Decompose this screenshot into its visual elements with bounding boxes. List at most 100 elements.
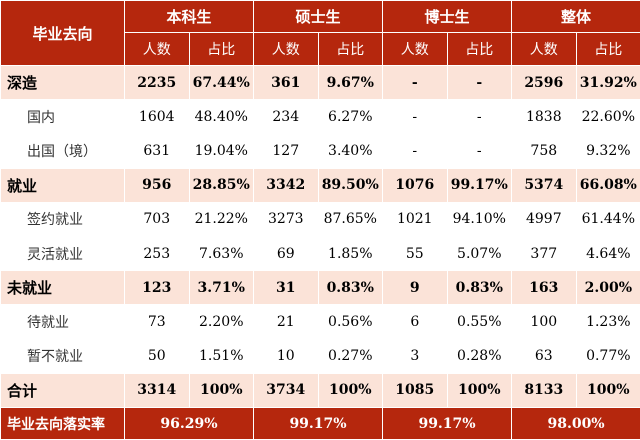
- cell-master-share: 0.27%: [317, 338, 384, 374]
- cell-undergraduate-count: 2235: [124, 64, 190, 101]
- cell-undergraduate-count: 703: [124, 201, 190, 237]
- cell-overall-share: 4.64%: [575, 235, 640, 272]
- placement-rate-label: 毕业去向落实率: [0, 407, 125, 440]
- cell-overall-count: 1838: [511, 99, 577, 135]
- cell-doctoral-count: 55: [382, 235, 448, 272]
- cell-master-count: 69: [253, 235, 319, 272]
- row-label: 暂不就业: [0, 338, 125, 374]
- cell-master-share: 1.85%: [317, 235, 384, 272]
- cell-doctoral-share: 0.55%: [446, 304, 513, 340]
- cell-doctoral-share: 5.07%: [446, 235, 513, 272]
- cell-master-share: 100%: [317, 372, 384, 409]
- cell-doctoral-share: 99.17%: [446, 167, 513, 203]
- cell-undergraduate-share: 67.44%: [188, 64, 255, 101]
- cell-master-share: 0.56%: [317, 304, 384, 340]
- cell-master-count: 3273: [253, 201, 319, 237]
- cell-undergraduate-count: 1604: [124, 99, 190, 135]
- group-header-undergraduate: 本科生: [123, 0, 255, 33]
- cell-overall-share: 0.77%: [575, 338, 640, 374]
- placement-rate-undergraduate: 96.29%: [123, 407, 255, 440]
- table-total-row: 合计 3314 100% 3734 100% 1085 100% 8133 100%: [0, 372, 640, 409]
- sub-header-share: 占比: [317, 32, 384, 66]
- cell-master-count: 361: [253, 64, 319, 101]
- table-sub-row: 灵活就业 253 7.63% 69 1.85% 55 5.07% 377 4.64%: [0, 235, 640, 272]
- cell-doctoral-count: -: [382, 133, 448, 169]
- cell-master-count: 21: [253, 304, 319, 340]
- sub-header-count: 人数: [124, 32, 190, 66]
- row-label: 合计: [0, 372, 125, 409]
- row-label: 出国（境）: [0, 133, 125, 169]
- cell-overall-share: 9.32%: [575, 133, 640, 169]
- sub-header-count: 人数: [382, 32, 448, 66]
- cell-overall-share: 61.44%: [575, 201, 640, 237]
- cell-undergraduate-count: 631: [124, 133, 190, 169]
- cell-undergraduate-share: 7.63%: [188, 235, 255, 272]
- cell-overall-count: 377: [511, 235, 577, 272]
- cell-undergraduate-share: 28.85%: [188, 167, 255, 203]
- row-label: 未就业: [0, 270, 125, 306]
- row-label: 国内: [0, 99, 125, 135]
- cell-doctoral-count: -: [382, 99, 448, 135]
- row-label: 灵活就业: [0, 235, 125, 272]
- cell-master-share: 87.65%: [317, 201, 384, 237]
- cell-undergraduate-share: 19.04%: [188, 133, 255, 169]
- cell-undergraduate-share: 2.20%: [188, 304, 255, 340]
- placement-rate-row: 毕业去向落实率 96.29% 99.17% 99.17% 98.00%: [0, 407, 640, 440]
- row-label: 签约就业: [0, 201, 125, 237]
- sub-header-share: 占比: [188, 32, 255, 66]
- group-header-doctoral: 博士生: [382, 0, 513, 33]
- cell-undergraduate-count: 253: [124, 235, 190, 272]
- cell-overall-share: 31.92%: [575, 64, 640, 101]
- cell-master-count: 127: [253, 133, 319, 169]
- cell-master-share: 0.83%: [317, 270, 384, 306]
- cell-doctoral-share: 100%: [446, 372, 513, 409]
- cell-overall-count: 758: [511, 133, 577, 169]
- placement-rate-overall: 98.00%: [511, 407, 640, 440]
- cell-overall-count: 2596: [511, 64, 577, 101]
- row-label: 待就业: [0, 304, 125, 340]
- cell-undergraduate-share: 100%: [188, 372, 255, 409]
- cell-overall-count: 163: [511, 270, 577, 306]
- cell-master-count: 10: [253, 338, 319, 374]
- cell-doctoral-share: 94.10%: [446, 201, 513, 237]
- row-label: 就业: [0, 167, 125, 203]
- cell-undergraduate-share: 21.22%: [188, 201, 255, 237]
- cell-overall-count: 100: [511, 304, 577, 340]
- sub-header-count: 人数: [511, 32, 577, 66]
- cell-doctoral-share: -: [446, 133, 513, 169]
- table-category-row: 就业 956 28.85% 3342 89.50% 1076 99.17% 5374 66.08…: [0, 167, 640, 203]
- cell-undergraduate-count: 123: [124, 270, 190, 306]
- cell-doctoral-count: -: [382, 64, 448, 101]
- cell-undergraduate-count: 73: [124, 304, 190, 340]
- cell-master-share: 6.27%: [317, 99, 384, 135]
- cell-master-share: 89.50%: [317, 167, 384, 203]
- table-category-row: 深造 2235 67.44% 361 9.67% - -2596 31.92%: [0, 64, 640, 101]
- sub-header-share: 占比: [446, 32, 513, 66]
- cell-doctoral-count: 3: [382, 338, 448, 374]
- sub-header-share: 占比: [575, 32, 640, 66]
- cell-master-share: 3.40%: [317, 133, 384, 169]
- sub-header-row: 人数 占比 人数 占比 人数 占比 人数 占比: [1, 32, 640, 66]
- cell-undergraduate-count: 50: [124, 338, 190, 374]
- table-sub-row: 签约就业 703 21.22% 3273 87.65% 1021 94.10% 4997 61.…: [0, 201, 640, 237]
- cell-master-count: 234: [253, 99, 319, 135]
- placement-rate-doctoral: 99.17%: [382, 407, 513, 440]
- cell-overall-share: 100%: [575, 372, 640, 409]
- cell-doctoral-count: 1085: [382, 372, 448, 409]
- cell-overall-count: 8133: [511, 372, 577, 409]
- cell-master-count: 31: [253, 270, 319, 306]
- cell-undergraduate-share: 1.51%: [188, 338, 255, 374]
- table-sub-row: 国内 1604 48.40% 234 6.27% - -1838 22.60%: [0, 99, 640, 135]
- cell-overall-share: 22.60%: [575, 99, 640, 135]
- table-sub-row: 待就业 73 2.20% 21 0.56% 6 0.55% 100 1.23%: [0, 304, 640, 340]
- cell-doctoral-share: -: [446, 99, 513, 135]
- table-sub-row: 出国（境） 631 19.04% 127 3.40% - -758 9.32%: [0, 133, 640, 169]
- cell-doctoral-count: 9: [382, 270, 448, 306]
- sub-header-count: 人数: [253, 32, 319, 66]
- cell-doctoral-share: -: [446, 64, 513, 101]
- cell-undergraduate-share: 3.71%: [188, 270, 255, 306]
- cell-undergraduate-count: 3314: [124, 372, 190, 409]
- cell-master-count: 3734: [253, 372, 319, 409]
- group-header-overall: 整体: [511, 0, 640, 33]
